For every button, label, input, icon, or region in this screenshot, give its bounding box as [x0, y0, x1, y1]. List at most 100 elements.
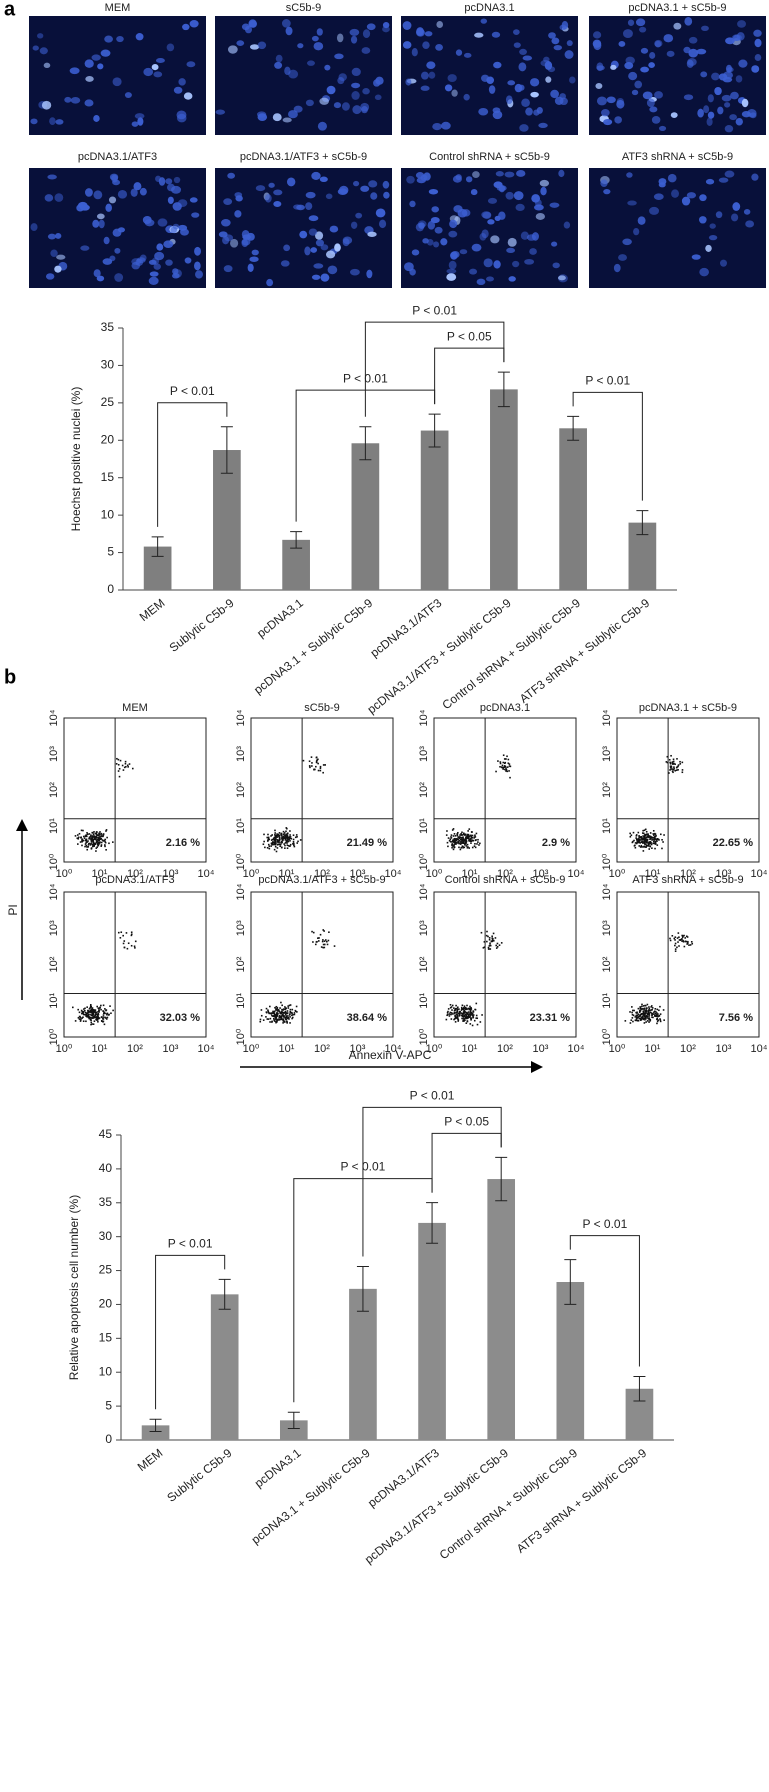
- nucleus: [470, 189, 478, 196]
- error-bar: [428, 413, 441, 448]
- event-dot: [276, 1013, 279, 1016]
- event-dot: [656, 840, 658, 842]
- event-dot: [82, 1013, 85, 1016]
- event-dot: [468, 839, 470, 842]
- nucleus: [404, 262, 414, 272]
- event-dot: [78, 1015, 81, 1018]
- y-axis-label: Hoechst positive nuclei (%): [69, 387, 83, 532]
- event-dot: [90, 1019, 92, 1021]
- event-dot: [643, 1007, 645, 1010]
- event-dot: [508, 763, 511, 765]
- event-dot: [122, 769, 125, 771]
- event-dot: [476, 843, 478, 845]
- nucleus: [735, 117, 743, 126]
- significance-label: P < 0.05: [444, 1115, 489, 1129]
- event-dot: [462, 1015, 465, 1018]
- event-dot: [295, 1005, 298, 1008]
- event-dot: [91, 839, 93, 841]
- y-tick-label: 10¹: [48, 992, 60, 1008]
- event-dot: [653, 1011, 655, 1014]
- nucleus: [724, 125, 734, 133]
- event-dot: [624, 1020, 627, 1022]
- event-dot: [131, 767, 134, 770]
- x-tick-label: 10⁰: [426, 868, 443, 880]
- event-dot: [283, 843, 285, 845]
- event-dot: [638, 835, 640, 837]
- event-dot: [658, 1014, 661, 1017]
- event-dot: [124, 762, 127, 765]
- event-dot: [507, 758, 510, 761]
- event-dot: [478, 844, 480, 846]
- event-dot: [454, 1015, 457, 1018]
- event-dot: [649, 845, 651, 848]
- plot-frame: [63, 717, 207, 863]
- nucleus: [299, 230, 308, 239]
- event-dot: [98, 833, 101, 835]
- event-dot: [84, 835, 87, 837]
- event-dot: [647, 1017, 649, 1020]
- event-dot: [97, 839, 100, 842]
- y-tick-label: 10²: [418, 782, 430, 798]
- event-dot: [100, 835, 103, 838]
- event-dot: [293, 844, 295, 847]
- nucleus: [227, 45, 238, 54]
- nucleus: [440, 238, 448, 246]
- nucleus: [327, 265, 338, 275]
- event-dot: [87, 1016, 90, 1019]
- event-dot: [80, 1009, 83, 1012]
- event-dot: [451, 844, 453, 847]
- nucleus: [751, 173, 759, 181]
- event-dot: [464, 839, 466, 841]
- event-dot: [123, 940, 126, 942]
- x-tick-label: 10⁰: [243, 868, 260, 880]
- event-dot: [652, 833, 655, 835]
- event-dot: [274, 1006, 276, 1009]
- nucleus: [684, 17, 693, 26]
- nucleus: [352, 105, 362, 115]
- nucleus: [493, 61, 502, 69]
- event-dot: [466, 843, 469, 846]
- event-dot: [461, 831, 463, 834]
- event-dot: [78, 832, 81, 835]
- event-dot: [83, 1008, 85, 1010]
- nucleus: [275, 54, 283, 63]
- event-dot: [456, 833, 459, 836]
- event-dot: [645, 836, 648, 839]
- event-dot: [98, 838, 100, 840]
- nucleus: [173, 86, 183, 94]
- event-dot: [458, 836, 461, 838]
- event-dot: [469, 839, 472, 841]
- nucleus: [112, 179, 121, 186]
- event-dot: [650, 836, 652, 838]
- event-dot: [449, 1006, 452, 1009]
- event-dot: [453, 846, 455, 849]
- event-dot: [273, 848, 276, 851]
- event-dot: [470, 1008, 472, 1011]
- event-dot: [448, 1015, 451, 1017]
- nucleus: [93, 114, 100, 122]
- event-dot: [655, 838, 658, 841]
- event-dot: [639, 1017, 642, 1020]
- nucleus: [596, 96, 607, 106]
- event-dot: [91, 1011, 93, 1013]
- event-dot: [92, 840, 95, 843]
- event-dot: [123, 766, 126, 769]
- event-dot: [460, 833, 462, 835]
- nucleus: [753, 29, 762, 37]
- event-dot: [106, 836, 108, 839]
- nucleus: [754, 38, 762, 48]
- event-dot: [686, 936, 689, 938]
- event-dot: [674, 948, 677, 950]
- event-dot: [296, 1011, 298, 1013]
- event-dot: [654, 833, 657, 835]
- event-dot: [669, 766, 672, 769]
- event-dot: [674, 939, 676, 941]
- event-dot: [643, 836, 646, 838]
- event-dot: [466, 1013, 468, 1015]
- event-dot: [461, 1017, 463, 1020]
- event-dot: [469, 1005, 471, 1008]
- event-dot: [676, 946, 678, 949]
- nucleus: [446, 273, 457, 281]
- event-dot: [652, 829, 655, 832]
